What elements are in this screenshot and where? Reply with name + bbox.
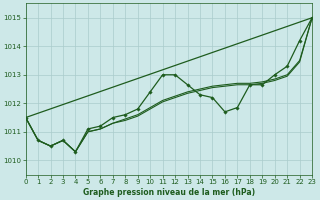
- X-axis label: Graphe pression niveau de la mer (hPa): Graphe pression niveau de la mer (hPa): [83, 188, 255, 197]
